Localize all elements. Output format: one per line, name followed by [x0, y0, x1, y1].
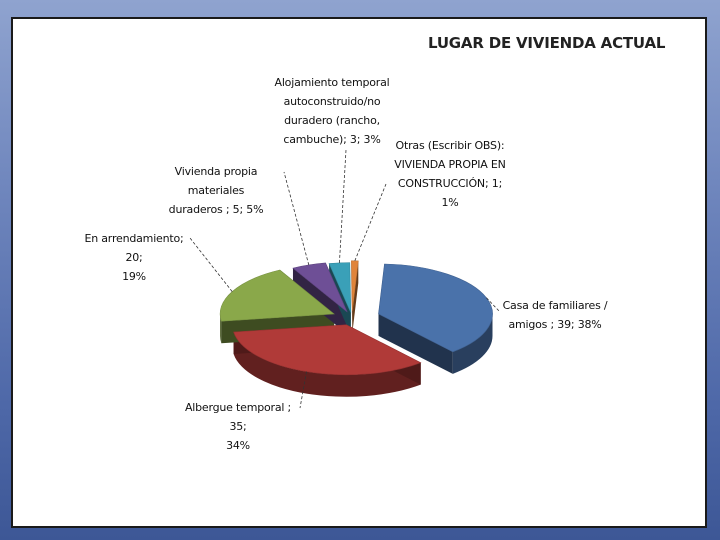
pie-slice-otras [351, 260, 359, 311]
label-alojamiento-line2: autoconstruido/no [283, 95, 381, 108]
leader-line-albergue [299, 371, 307, 409]
chart-title: LUGAR DE VIVIENDA ACTUAL [428, 34, 666, 52]
label-alojamiento: Alojamiento temporal autoconstruido/no d… [272, 73, 392, 149]
label-arrendamiento: En arrendamiento; 20; 19% [76, 229, 192, 286]
label-albergue-line2: 34% [226, 439, 250, 452]
label-albergue-line1: Albergue temporal ; 35; [184, 401, 292, 433]
label-vivienda-propia-line2: duraderos ; 5; 5% [168, 203, 264, 216]
label-casa-line1: Casa de familiares / [502, 299, 608, 312]
pie-slice-wall-vivienda-propia-0 [292, 268, 348, 335]
pie-slice-side-casa [452, 313, 493, 374]
leader-line-arrendamiento [189, 237, 233, 292]
label-arrendamiento-line1: En arrendamiento; 20; [84, 232, 184, 264]
leader-line-otras [354, 183, 387, 261]
label-casa: Casa de familiares / amigos ; 39; 38% [500, 296, 610, 334]
label-albergue: Albergue temporal ; 35; 34% [176, 398, 300, 455]
label-otras-line3: CONSTRUCCIÓN; 1; 1% [397, 177, 503, 209]
label-vivienda-propia-line1: Vivienda propia materiales [174, 165, 258, 197]
leader-line-casa [486, 297, 501, 313]
slide-frame [11, 17, 707, 528]
label-casa-line2: amigos ; 39; 38% [508, 318, 602, 331]
pie-slice-wall-casa-1 [378, 313, 453, 374]
pie-slice-side-albergue [233, 332, 421, 397]
pie-slice-side-arrendamiento [220, 313, 222, 344]
label-alojamiento-line3: duradero (rancho, [284, 114, 380, 127]
pie-slice-wall-otras-1 [352, 260, 359, 333]
label-otras: Otras (Escribir OBS): VIVIENDA PROPIA EN… [388, 136, 512, 212]
label-alojamiento-line1: Alojamiento temporal [274, 76, 390, 89]
pie-slice-casa [378, 263, 493, 353]
label-vivienda-propia: Vivienda propia materiales duraderos ; 5… [146, 162, 286, 219]
label-alojamiento-line4: cambuche); 3; 3% [283, 133, 381, 146]
label-arrendamiento-line2: 19% [122, 270, 146, 283]
leader-line-vivienda-propia [283, 171, 310, 266]
leader-line-alojamiento [339, 149, 347, 263]
label-otras-line2: VIVIENDA PROPIA EN [394, 158, 506, 171]
label-otras-line1: Otras (Escribir OBS): [395, 139, 505, 152]
